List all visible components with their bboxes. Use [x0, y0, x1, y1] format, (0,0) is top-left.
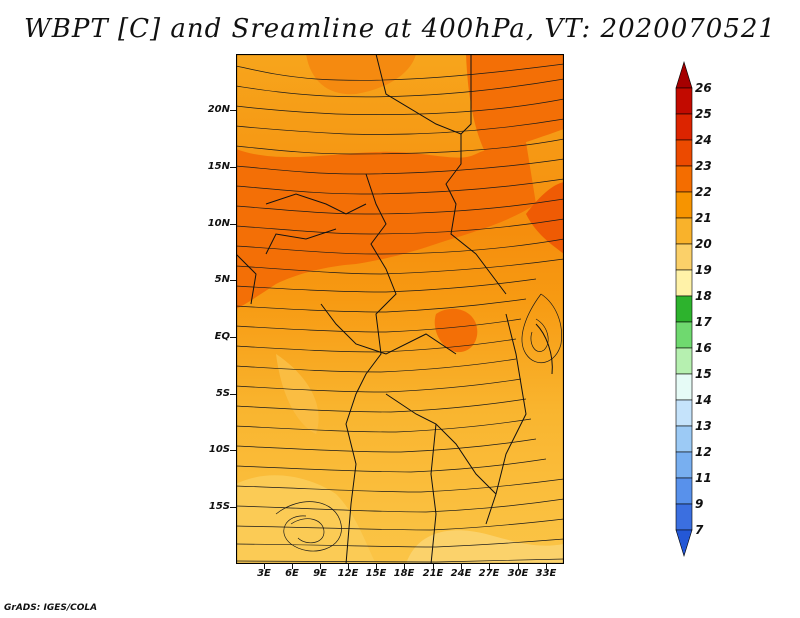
lon-label-21e: 21E: [422, 568, 444, 579]
lat-label-10s: 10S: [208, 444, 230, 455]
colorbar-cell: [675, 399, 693, 427]
map-title: WBPT [C] and Sreamline at 400hPa, VT: 20…: [24, 14, 776, 44]
cool-zone-south: [236, 475, 376, 564]
lon-label-15e: 15E: [365, 568, 387, 579]
colorbar-cell: [675, 321, 693, 349]
colorbar-label: 22: [695, 185, 712, 199]
colorbar-label: 25: [695, 107, 712, 121]
colorbar-cell: [675, 243, 693, 271]
colorbar-label: 11: [695, 471, 712, 485]
colorbar-bottom-arrow: [675, 529, 693, 558]
colorbar-label: 19: [695, 263, 712, 277]
colorbar-cell: [675, 87, 693, 115]
colorbar-label: 15: [695, 367, 712, 381]
streamlines: [236, 63, 564, 563]
colorbar-cell: [675, 217, 693, 245]
lon-label-6e: 6E: [285, 568, 299, 579]
colorbar-cell: [675, 425, 693, 453]
colorbar-label: 24: [695, 133, 712, 147]
colorbar-top-arrow: [675, 60, 693, 89]
colorbar-label: 13: [695, 419, 712, 433]
lat-label-20n: 20N: [207, 104, 230, 115]
colorbar-cell: [675, 191, 693, 219]
colorbar-cell: [675, 477, 693, 505]
lat-label-5s: 5S: [215, 388, 230, 399]
colorbar-label: 20: [695, 237, 712, 251]
lon-label-9e: 9E: [313, 568, 327, 579]
lon-label-33e: 33E: [535, 568, 557, 579]
warm-zone-north: [236, 142, 536, 309]
grads-credit: GrADS: IGES/COLA: [4, 603, 98, 613]
lat-label-15s: 15S: [208, 501, 230, 512]
colorbar-cell: [675, 113, 693, 141]
colorbar-cell: [675, 295, 693, 323]
cool-zone-west: [276, 354, 319, 434]
colorbar-label: 7: [695, 523, 704, 537]
colorbar-label: 18: [695, 289, 712, 303]
colorbar-label: 23: [695, 159, 712, 173]
lon-label-18e: 18E: [393, 568, 415, 579]
warm-zone-central: [434, 308, 478, 353]
colorbar-cell: [675, 347, 693, 375]
colorbar-label: 16: [695, 341, 712, 355]
colorbar-cell: [675, 503, 693, 531]
warm-zone-east: [526, 182, 564, 254]
country-boundaries: [236, 54, 553, 564]
lon-label-12e: 12E: [337, 568, 359, 579]
colorbar-label: 21: [695, 211, 712, 225]
lat-label-5n: 5N: [214, 274, 230, 285]
cool-zone-southeast: [406, 530, 564, 564]
colorbar-label: 14: [695, 393, 712, 407]
lon-label-30e: 30E: [507, 568, 529, 579]
colorbar-label: 26: [695, 81, 712, 95]
lat-label-10n: 10N: [207, 218, 230, 229]
lat-label-15n: 15N: [207, 161, 230, 172]
lon-label-3e: 3E: [257, 568, 271, 579]
colorbar-cell: [675, 139, 693, 167]
lat-label-eq: EQ: [214, 331, 230, 342]
colorbar-cell: [675, 451, 693, 479]
colorbar-label: 9: [695, 497, 704, 511]
colorbar-cell: [675, 165, 693, 193]
colorbar: [675, 60, 693, 558]
colorbar-cell: [675, 269, 693, 297]
colorbar-label: 17: [695, 315, 712, 329]
colorbar-cell: [675, 373, 693, 401]
lon-label-24e: 24E: [450, 568, 472, 579]
colorbar-label: 12: [695, 445, 712, 459]
wbpt-streamline-map: [236, 54, 564, 564]
warm-zone-top: [306, 54, 416, 95]
lon-label-27e: 27E: [478, 568, 500, 579]
